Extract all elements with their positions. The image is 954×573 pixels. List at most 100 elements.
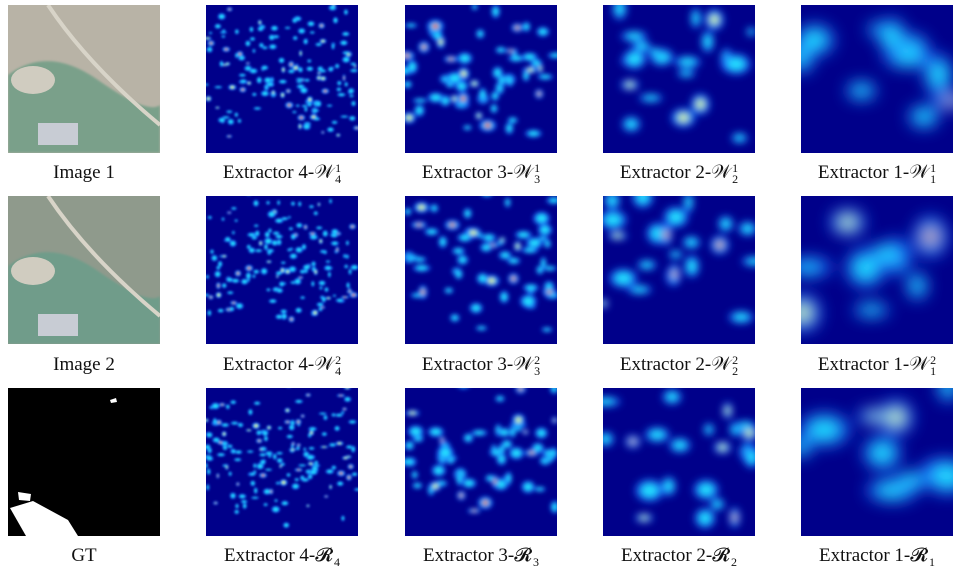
activation: [298, 85, 304, 88]
activation: [635, 42, 648, 50]
activation: [552, 503, 557, 511]
activation: [301, 415, 304, 417]
activation: [509, 118, 516, 123]
activation: [427, 229, 437, 235]
activation: [254, 270, 259, 274]
activation: [228, 8, 231, 11]
activation: [457, 82, 466, 90]
activation: [290, 254, 296, 258]
activation: [273, 507, 279, 512]
activation: [679, 58, 696, 66]
activation: [290, 267, 295, 272]
activation: [259, 242, 262, 245]
activation: [206, 419, 208, 422]
activations: [801, 17, 953, 129]
activation: [314, 311, 317, 315]
activation: [343, 296, 347, 298]
activation: [287, 90, 290, 92]
subscript: 1: [930, 363, 937, 378]
activation: [307, 505, 309, 507]
heatmap: [603, 388, 755, 536]
activation: [259, 21, 261, 24]
activation: [281, 93, 284, 97]
activation: [277, 458, 282, 463]
activation: [296, 248, 302, 252]
activation: [355, 488, 358, 491]
activation: [539, 66, 542, 71]
activation: [472, 82, 477, 85]
activation: [263, 431, 268, 436]
activation: [307, 59, 311, 62]
activation: [515, 26, 520, 30]
subscript: 3: [534, 363, 541, 378]
activation: [459, 256, 467, 263]
activation: [841, 217, 854, 228]
activation: [703, 34, 712, 49]
activation: [241, 500, 247, 503]
activation: [347, 445, 352, 449]
activation: [291, 234, 295, 239]
activation: [313, 109, 319, 112]
activation: [883, 25, 901, 49]
activation: [305, 79, 309, 82]
activation: [687, 259, 697, 274]
activation: [297, 444, 300, 446]
activation: [223, 432, 226, 435]
activation: [282, 501, 288, 505]
activation: [228, 445, 232, 448]
activation: [240, 79, 246, 83]
caption: Extractor 3-𝒲 1 3: [386, 162, 576, 185]
activation: [207, 469, 210, 474]
activation: [280, 465, 282, 467]
activation: [264, 489, 270, 494]
activation: [320, 412, 326, 415]
activation: [302, 105, 307, 107]
activation: [433, 484, 438, 489]
activation: [264, 244, 268, 250]
activation: [405, 54, 410, 58]
activation: [267, 288, 270, 291]
activation: [264, 503, 267, 506]
activation: [265, 238, 271, 244]
island: [11, 66, 55, 94]
activation: [235, 219, 238, 222]
activation: [315, 270, 317, 274]
activation: [668, 210, 684, 224]
change-region: [10, 501, 78, 536]
activation: [484, 235, 494, 241]
activation: [299, 116, 303, 119]
activation: [257, 464, 263, 469]
activation: [262, 91, 268, 96]
heatmap: [603, 5, 755, 153]
activation: [291, 420, 294, 426]
activation: [536, 214, 547, 223]
activation: [459, 388, 468, 390]
activation: [338, 482, 343, 486]
activation: [746, 258, 755, 265]
subscript: 3: [533, 554, 539, 569]
activation: [273, 454, 276, 459]
activation: [685, 238, 697, 247]
activation: [625, 119, 637, 129]
activation: [537, 92, 541, 96]
superscript: 1: [732, 160, 739, 175]
activation: [484, 123, 491, 128]
caption: GT: [0, 545, 179, 567]
activation: [263, 46, 267, 49]
activation: [944, 97, 953, 104]
activation: [206, 83, 208, 86]
activation: [325, 266, 332, 270]
activation: [266, 468, 271, 471]
activation: [501, 293, 508, 301]
activation: [349, 95, 354, 97]
ground-truth: [8, 388, 160, 536]
activation: [286, 409, 289, 412]
caption-text: Extractor 2-: [619, 162, 712, 183]
background: [405, 388, 557, 536]
activation: [664, 480, 674, 493]
activation: [671, 252, 681, 258]
activation: [224, 48, 228, 51]
activation: [518, 388, 523, 391]
activation: [321, 306, 324, 308]
